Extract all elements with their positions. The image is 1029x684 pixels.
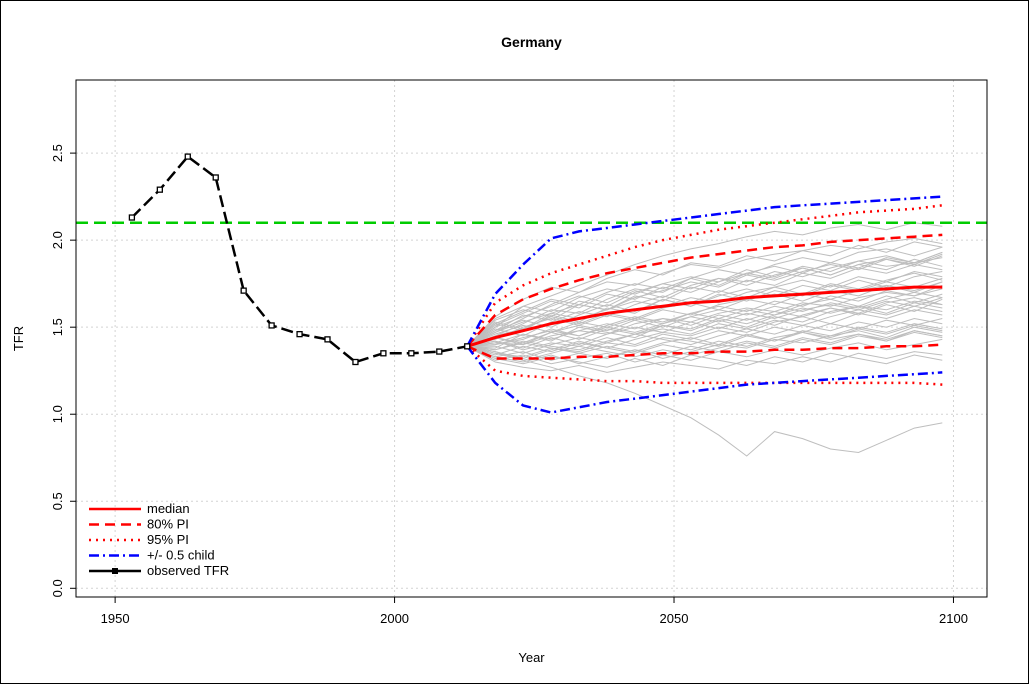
observed-point bbox=[212, 174, 219, 181]
trajectory-line bbox=[467, 317, 943, 351]
median-line bbox=[466, 285, 943, 348]
y-tick-label: 0.0 bbox=[50, 579, 65, 597]
trajectory-line bbox=[466, 255, 943, 347]
trajectory-line bbox=[467, 246, 943, 347]
trajectory-line bbox=[466, 272, 943, 347]
trajectory-line bbox=[466, 263, 943, 347]
axis-layer: 1950 2000 2050 2100 0.0 0.5 1.0 1.5 2.0 2.5 bbox=[50, 144, 968, 626]
trajectory-line bbox=[467, 318, 943, 351]
observed-point bbox=[268, 322, 275, 329]
chart-title: Germany bbox=[501, 34, 562, 50]
trajectory-line bbox=[467, 297, 943, 347]
trajectory-line bbox=[467, 281, 943, 347]
pi80-lower-line bbox=[466, 343, 943, 360]
trajectory-line bbox=[467, 297, 943, 347]
x-tick-label: 2000 bbox=[380, 611, 409, 626]
pi95-upper-line bbox=[466, 204, 943, 347]
trajectory-layer bbox=[466, 222, 943, 457]
legend-pi80-label: 80% PI bbox=[147, 517, 189, 532]
y-tick-label: 1.0 bbox=[50, 405, 65, 423]
x-tick-label: 1950 bbox=[101, 611, 130, 626]
observed-point bbox=[184, 153, 191, 160]
trajectory-line bbox=[466, 222, 943, 347]
y-tick-label: 0.5 bbox=[50, 492, 65, 510]
x-tick-label: 2100 bbox=[939, 611, 968, 626]
legend-observed-label: observed TFR bbox=[147, 563, 229, 578]
trajectory-line bbox=[466, 251, 943, 347]
observed-point bbox=[380, 350, 387, 357]
trajectory-line bbox=[467, 326, 943, 365]
observed-point bbox=[240, 287, 247, 294]
trajectory-line bbox=[467, 288, 943, 347]
trajectory-line bbox=[467, 293, 943, 347]
observed-layer bbox=[128, 153, 471, 366]
y-tick-label: 2.0 bbox=[50, 231, 65, 249]
child-lower-line bbox=[466, 345, 943, 414]
legend-median-label: median bbox=[147, 501, 190, 516]
observed-point bbox=[352, 358, 359, 366]
pi80-upper-line bbox=[466, 233, 943, 348]
trajectory-line bbox=[467, 302, 943, 347]
trajectory-line bbox=[466, 237, 943, 347]
trajectory-line bbox=[466, 338, 943, 365]
observed-point bbox=[408, 350, 415, 357]
observed-point bbox=[296, 330, 303, 338]
trajectory-line bbox=[467, 324, 943, 358]
trajectory-line bbox=[467, 345, 943, 457]
trajectory-line bbox=[466, 253, 943, 347]
observed-point bbox=[156, 186, 163, 193]
x-axis-label: Year bbox=[518, 650, 545, 665]
y-tick-label: 2.5 bbox=[50, 144, 65, 162]
y-tick-label: 1.5 bbox=[50, 318, 65, 336]
trajectory-line bbox=[467, 305, 943, 354]
interval-lines-layer bbox=[466, 195, 943, 414]
observed-point bbox=[464, 343, 471, 350]
legend-child-label: +/- 0.5 child bbox=[147, 548, 215, 563]
y-axis-label: TFR bbox=[11, 326, 26, 351]
observed-point bbox=[436, 348, 443, 355]
observed-point bbox=[128, 214, 136, 221]
trajectory-line bbox=[466, 345, 943, 373]
legend-pi95-label: 95% PI bbox=[147, 532, 189, 547]
legend-observed-marker bbox=[112, 568, 118, 574]
x-tick-label: 2050 bbox=[660, 611, 689, 626]
trajectory-line bbox=[466, 251, 943, 347]
observed-point bbox=[324, 336, 331, 343]
trajectory-line bbox=[467, 323, 943, 354]
trajectory-line bbox=[466, 241, 943, 347]
trajectory-line bbox=[467, 309, 943, 356]
plot-box bbox=[75, 79, 988, 598]
